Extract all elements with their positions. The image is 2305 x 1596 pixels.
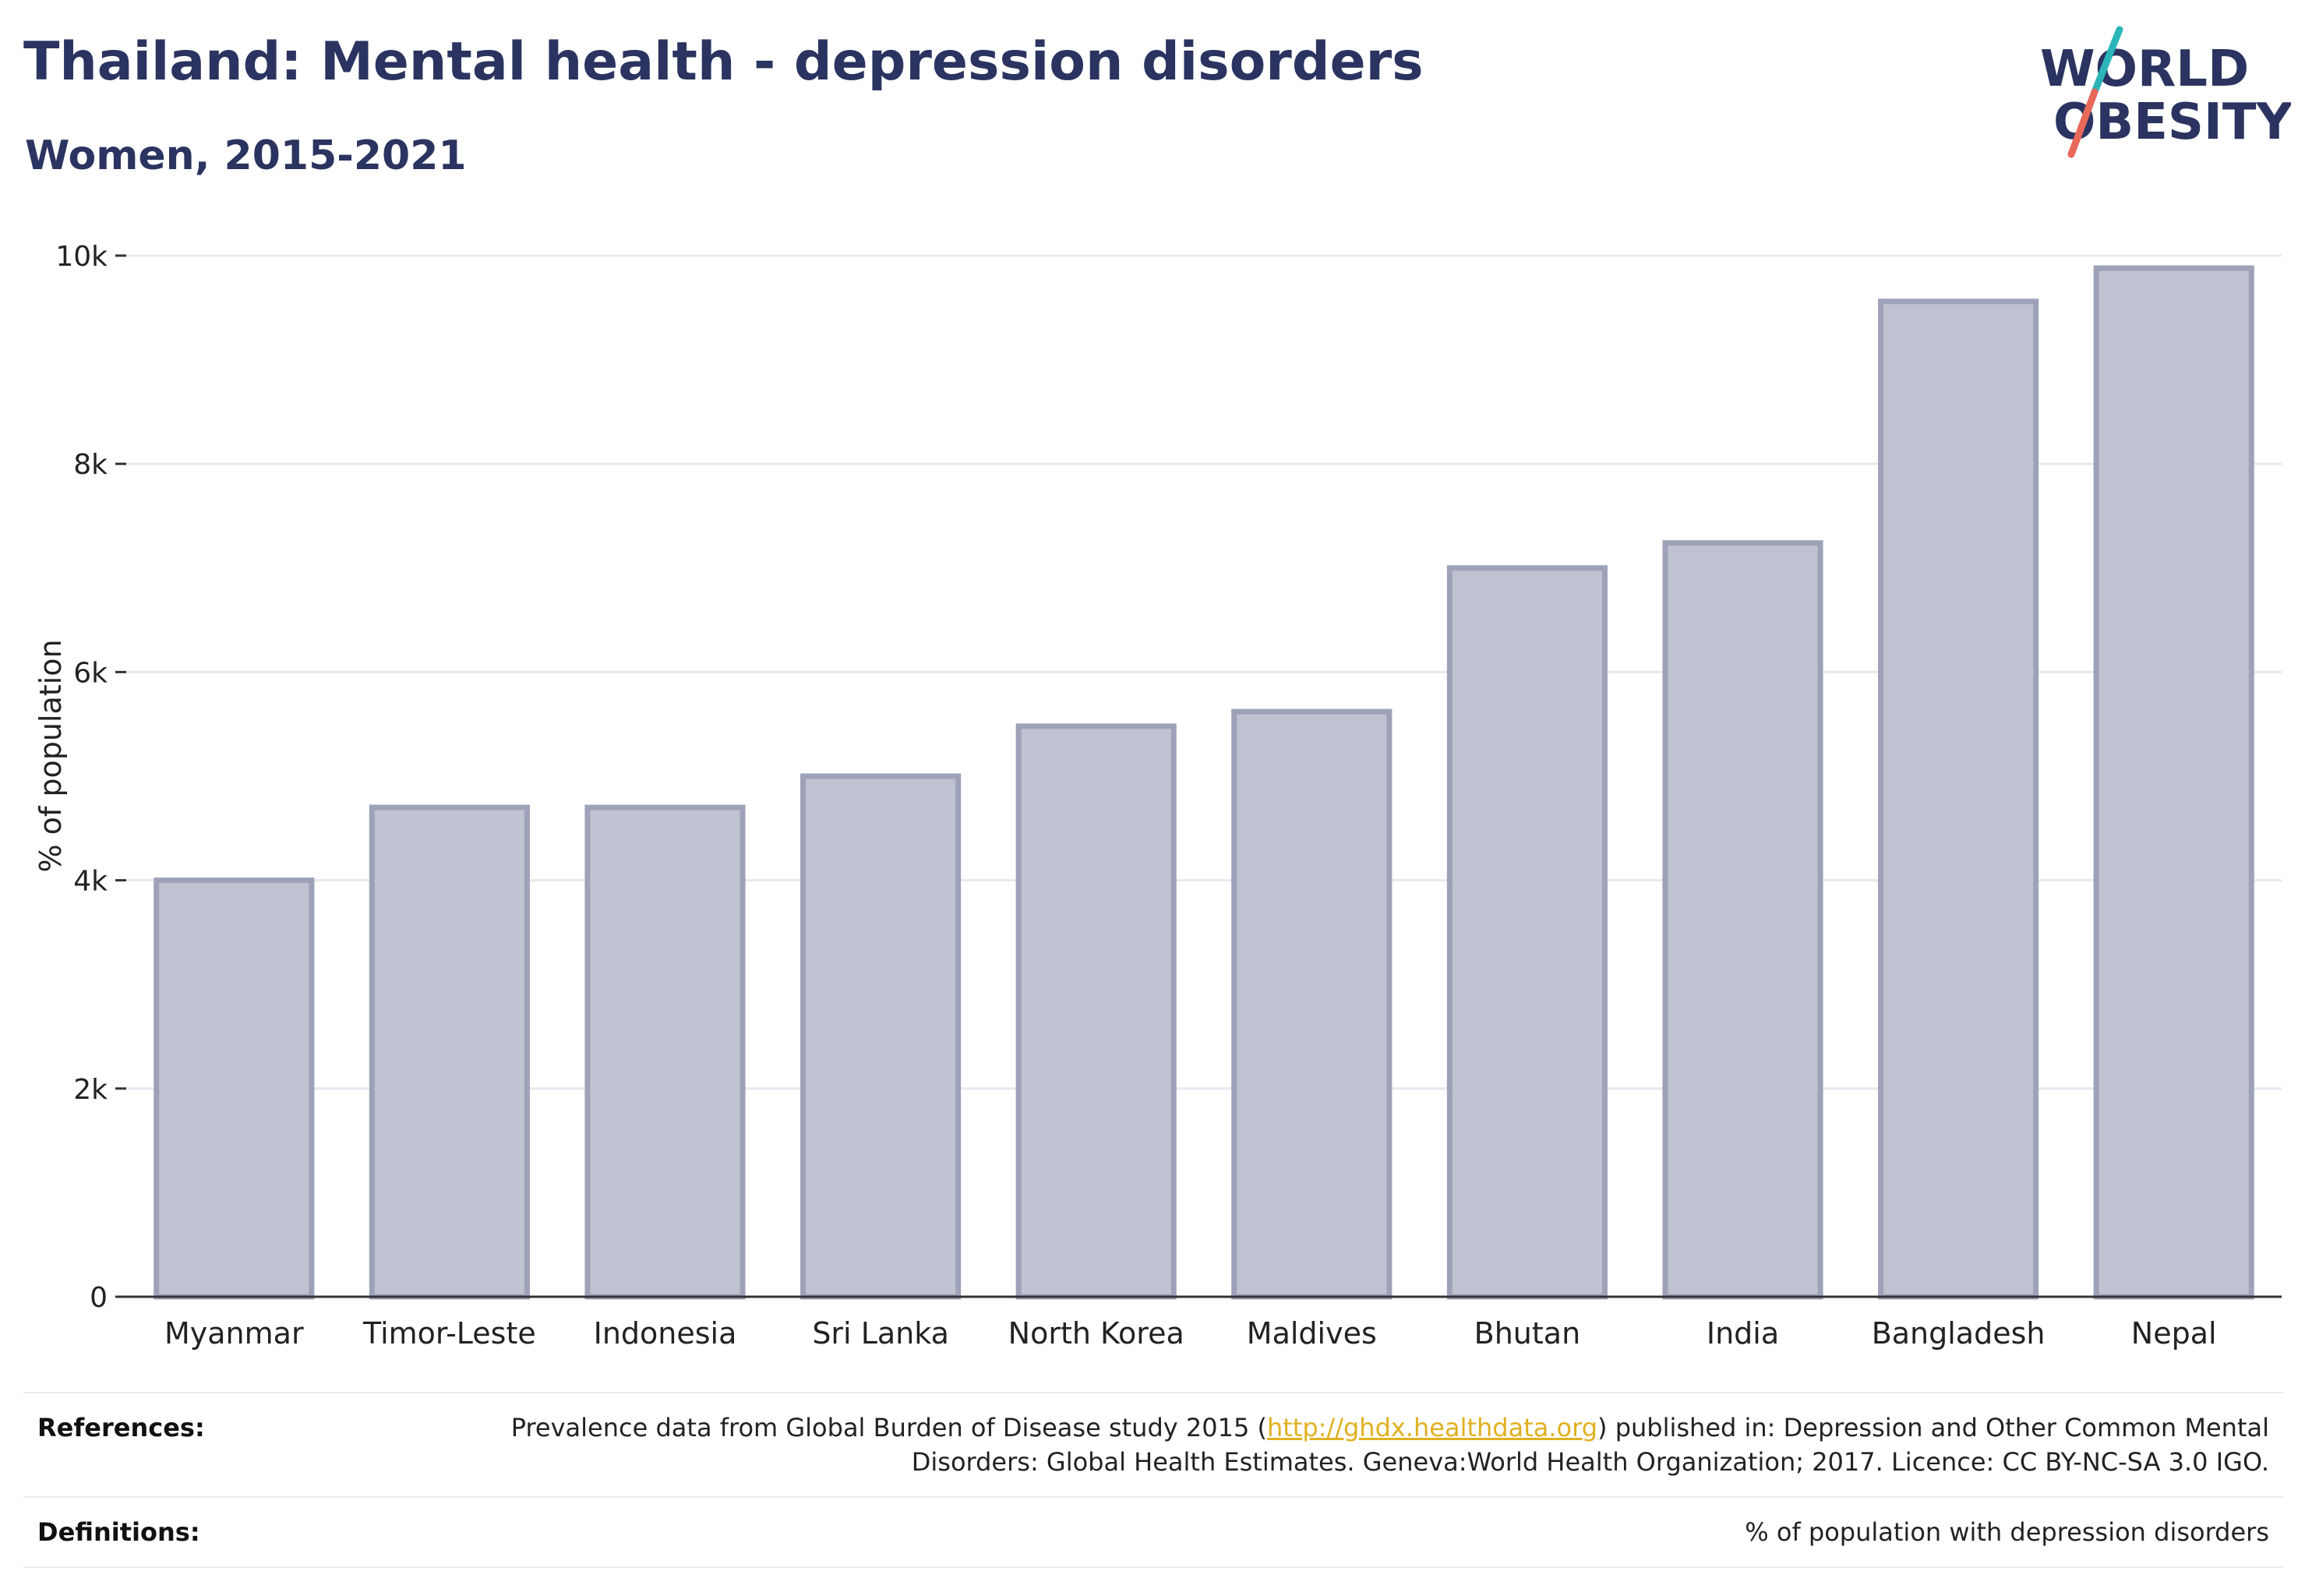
bar <box>800 773 962 1300</box>
bar <box>2093 265 2254 1300</box>
x-tick-label: Nepal <box>2131 1316 2217 1351</box>
bar <box>1015 723 1177 1300</box>
references-text: Prevalence data from Global Burden of Di… <box>438 1411 2269 1479</box>
x-tick-label: North Korea <box>1008 1316 1184 1351</box>
bar <box>584 804 746 1300</box>
y-tick-label: 2k <box>73 1074 108 1106</box>
references-post: ) published in: Depression and Other Com… <box>911 1413 2269 1477</box>
x-tick-label: Sri Lanka <box>812 1316 949 1351</box>
bar <box>1446 565 1608 1300</box>
definitions-text: % of population with depression disorder… <box>1745 1517 2269 1547</box>
y-tick-label: 4k <box>73 866 108 898</box>
y-tick-label: 0 <box>90 1282 108 1314</box>
y-tick-label: 6k <box>73 657 108 689</box>
bars <box>154 265 2254 1300</box>
chart-subtitle: Women, 2015-2021 <box>25 132 467 179</box>
references-row: References: Prevalence data from Global … <box>23 1392 2283 1496</box>
x-tick-label: Maldives <box>1247 1316 1377 1351</box>
chart-title: Thailand: Mental health - depression dis… <box>23 31 1424 93</box>
bar-chart: 0 2k 4k 6k 8k 10k Myanmar Timor-Leste Indonesia S… <box>34 241 2282 1351</box>
x-tick-label: India <box>1707 1316 1779 1351</box>
x-tick-label: Timor-Leste <box>362 1316 536 1351</box>
y-tick-label: 8k <box>73 449 108 481</box>
logo-slash-coral <box>2067 88 2099 158</box>
definitions-label: Definitions: <box>37 1517 200 1547</box>
footer: References: Prevalence data from Global … <box>23 1392 2283 1568</box>
bar <box>1231 708 1393 1300</box>
references-label: References: <box>37 1413 205 1442</box>
x-tick-label: Indonesia <box>594 1316 737 1351</box>
axes: 0 2k 4k 6k 8k 10k Myanmar Timor-Leste Indonesia S… <box>55 241 2282 1351</box>
logo-slash-teal <box>2091 26 2123 96</box>
bar <box>154 877 315 1300</box>
bar <box>369 804 530 1300</box>
logo-word-world: WORLD <box>2040 41 2249 98</box>
x-tick-label: Bangladesh <box>1872 1316 2046 1351</box>
references-link[interactable]: http://ghdx.healthdata.org <box>1266 1413 1598 1442</box>
world-obesity-logo[interactable]: WORLD OBESITY <box>2026 22 2291 170</box>
x-tick-label: Myanmar <box>164 1316 304 1351</box>
y-axis-label: % of population <box>34 639 68 872</box>
y-tick-label: 10k <box>55 241 108 273</box>
bar <box>1662 540 1823 1300</box>
x-tick-label: Bhutan <box>1474 1316 1581 1351</box>
bar <box>1878 298 2039 1300</box>
references-pre: Prevalence data from Global Burden of Di… <box>510 1413 1267 1442</box>
definitions-row: Definitions: % of population with depres… <box>23 1496 2283 1568</box>
